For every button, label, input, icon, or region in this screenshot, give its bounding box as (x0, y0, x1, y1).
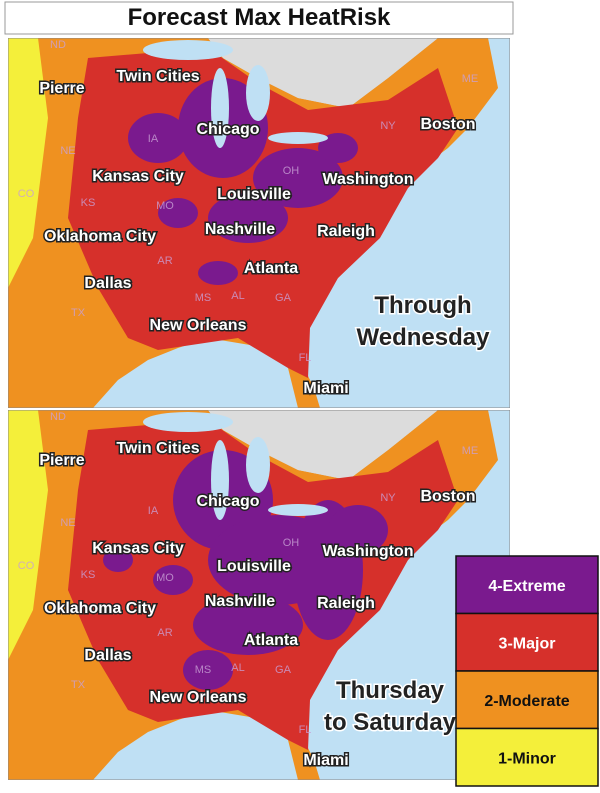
lake-michigan (211, 68, 229, 148)
minor-area (8, 410, 48, 660)
panel-label: to Saturday (324, 709, 457, 736)
extreme-area (253, 148, 343, 208)
state-label: NE (60, 145, 75, 157)
city-label: Oklahoma City (44, 600, 156, 617)
extreme-area (328, 505, 388, 555)
state-label: GA (275, 292, 292, 304)
state-label: IA (148, 133, 159, 145)
lake-michigan (211, 440, 229, 520)
state-label: OH (283, 537, 300, 549)
state-label: FL (299, 724, 312, 736)
state-label: KS (81, 197, 96, 209)
state-label: CO (18, 188, 35, 200)
extreme-area (193, 595, 303, 655)
city-label: Kansas City (92, 540, 184, 557)
city-label: Louisville (217, 558, 291, 575)
state-label: MS (195, 292, 212, 304)
lake-superior (143, 40, 233, 60)
city-label: Dallas (84, 275, 131, 292)
city-label: Twin Cities (116, 440, 199, 457)
state-label: MO (156, 572, 174, 584)
lake-huron (246, 65, 270, 121)
state-label: AR (157, 255, 172, 267)
state-label: OH (283, 165, 300, 177)
city-label: Nashville (205, 593, 275, 610)
state-label: ME (462, 73, 479, 85)
city-label: Raleigh (317, 223, 375, 240)
lake-superior (143, 412, 233, 432)
city-label: Kansas City (92, 168, 184, 185)
legend-label: 3-Major (499, 636, 556, 653)
legend-swatch (455, 670, 599, 730)
legend-swatch (455, 555, 599, 615)
city-label: Miami (303, 380, 348, 397)
city-label: Dallas (84, 647, 131, 664)
lake-erie (268, 504, 328, 516)
extreme-area (128, 113, 188, 163)
legend-label: 2-Moderate (484, 693, 569, 710)
city-label: Chicago (196, 121, 259, 138)
city-label: New Orleans (150, 317, 247, 334)
extreme-area (208, 193, 288, 243)
city-label: Raleigh (317, 595, 375, 612)
extreme-area (318, 133, 358, 163)
lake-huron (246, 437, 270, 493)
state-label: GA (275, 664, 292, 676)
legend: 4-Extreme 3-Major 2-Moderate 1-Minor (455, 555, 599, 787)
panel-label: Thursday (336, 677, 445, 704)
extreme-area (153, 565, 193, 595)
title: Forecast Max HeatRisk (128, 4, 391, 31)
state-label: AR (157, 627, 172, 639)
city-label: Boston (420, 488, 475, 505)
state-label: TX (71, 679, 86, 691)
state-label: NY (380, 120, 396, 132)
city-label: New Orleans (150, 689, 247, 706)
panel-label: Wednesday (357, 324, 491, 351)
city-label: Boston (420, 116, 475, 133)
lake-erie (268, 132, 328, 144)
city-label: Nashville (205, 221, 275, 238)
state-label: ND (50, 411, 66, 423)
legend-label: 4-Extreme (488, 578, 565, 595)
state-label: ME (462, 445, 479, 457)
city-label: Atlanta (244, 632, 298, 649)
city-label: Twin Cities (116, 68, 199, 85)
state-label: IA (148, 505, 159, 517)
state-label: NE (60, 517, 75, 529)
city-label: Washington (323, 171, 414, 188)
city-label: Washington (323, 543, 414, 560)
legend-label: 1-Minor (498, 751, 556, 768)
city-label: Louisville (217, 186, 291, 203)
city-label: Miami (303, 752, 348, 769)
extreme-area (158, 198, 198, 228)
state-label: FL (299, 352, 312, 364)
state-label: NY (380, 492, 396, 504)
state-label: TX (71, 307, 86, 319)
extreme-area (183, 650, 233, 690)
city-label: Oklahoma City (44, 228, 156, 245)
state-label: MO (156, 200, 174, 212)
city-label: Pierre (39, 452, 84, 469)
state-label: KS (81, 569, 96, 581)
map-panel: ND NE CO KS IA MO AR MS AL GA FL TX OH NY ME Pierre Twin… (8, 38, 510, 408)
panel-label: Through (374, 292, 471, 319)
map-panel: ND NE CO KS IA MO AR MS AL GA FL TX OH NY ME Pierre Twin… (8, 410, 510, 780)
city-label: Chicago (196, 493, 259, 510)
state-label: AL (231, 290, 244, 302)
canada (208, 38, 438, 108)
city-label: Atlanta (244, 260, 298, 277)
extreme-area (103, 548, 133, 572)
state-label: CO (18, 560, 35, 572)
state-label: MS (195, 664, 212, 676)
canada (208, 410, 438, 480)
state-label: AL (231, 662, 244, 674)
title-box (4, 1, 514, 35)
legend-swatch (455, 727, 599, 787)
city-label: Pierre (39, 80, 84, 97)
legend-swatch (455, 612, 599, 672)
minor-area (8, 38, 48, 288)
state-label: ND (50, 39, 66, 51)
extreme-area (198, 261, 238, 285)
